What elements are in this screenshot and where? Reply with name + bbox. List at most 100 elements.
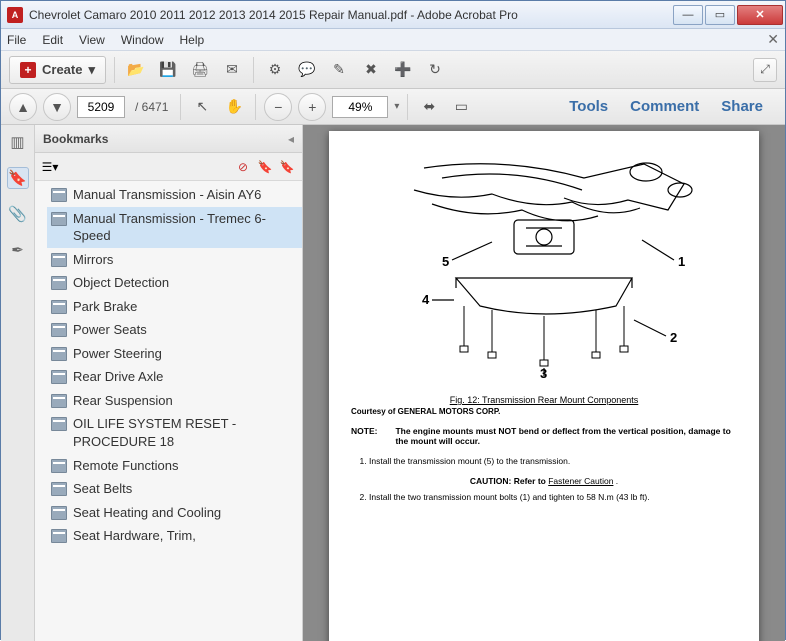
main-toolbar: + Create ▾ 📂 💾 🖨 ✉ ⚙ 💬 ✎ ✖ ➕ ↻ ⤢ — [1, 51, 785, 89]
menu-bar: File Edit View Window Help ✕ — [1, 29, 785, 51]
bookmarks-panel: Bookmarks ◂ ☰▾ ⊘ 🔖 🔖 Manual Transmission… — [35, 125, 303, 641]
bookmark-item[interactable]: Seat Hardware, Trim, — [47, 524, 302, 548]
bookmark-page-icon — [51, 506, 67, 520]
gear-icon[interactable]: ⚙ — [262, 57, 288, 83]
callout-5: 5 — [442, 254, 449, 269]
page-number-input[interactable] — [77, 96, 125, 118]
bookmark-item[interactable]: Rear Drive Axle — [47, 365, 302, 389]
bookmark-item[interactable]: Object Detection — [47, 271, 302, 295]
bookmark-item[interactable]: Power Steering — [47, 342, 302, 366]
bookmarks-list: Manual Transmission - Aisin AY6 Manual Tr… — [35, 181, 302, 641]
bookmark-item[interactable]: Manual Transmission - Aisin AY6 — [47, 183, 302, 207]
figure-diagram: 1 2 3 4 5 — [351, 145, 737, 385]
separator — [180, 94, 181, 120]
comment-link[interactable]: Comment — [630, 98, 699, 115]
menu-window[interactable]: Window — [121, 33, 164, 47]
menu-help[interactable]: Help — [180, 33, 205, 47]
menu-view[interactable]: View — [79, 33, 105, 47]
bookmark-page-icon — [51, 459, 67, 473]
bookmark-options-icon[interactable]: ☰▾ — [41, 158, 59, 176]
main-area: ▥ 🔖 📎 ✒ Bookmarks ◂ ☰▾ ⊘ 🔖 🔖 Manual Tran… — [1, 125, 785, 641]
bookmark-label: Seat Belts — [73, 480, 132, 498]
signatures-icon[interactable]: ✒ — [7, 239, 29, 261]
create-plus-icon: + — [20, 62, 36, 78]
mail-icon[interactable]: ✉ — [219, 57, 245, 83]
bookmarks-toolbar: ☰▾ ⊘ 🔖 🔖 — [35, 153, 302, 181]
delete-page-icon[interactable]: ✖ — [358, 57, 384, 83]
separator — [407, 94, 408, 120]
page-down-button[interactable]: ▼ — [43, 93, 71, 121]
new-bookmark-icon[interactable]: 🔖 — [256, 158, 274, 176]
share-link[interactable]: Share — [721, 98, 763, 115]
collapse-panel-icon[interactable]: ◂ — [288, 132, 294, 146]
callout-4: 4 — [422, 292, 430, 307]
document-viewport[interactable]: 1 2 3 4 5 Fig. 12: Transmission Rear Mou… — [303, 125, 785, 641]
window-buttons: — ▭ ✕ — [671, 5, 783, 25]
hand-tool-icon[interactable]: ✋ — [221, 94, 247, 120]
bookmark-item[interactable]: Remote Functions — [47, 454, 302, 478]
thumbnails-icon[interactable]: ▥ — [7, 131, 29, 153]
rotate-icon[interactable]: ↻ — [422, 57, 448, 83]
bookmark-item[interactable]: OIL LIFE SYSTEM RESET - PROCEDURE 18 — [47, 412, 302, 453]
bookmark-label: OIL LIFE SYSTEM RESET - PROCEDURE 18 — [73, 415, 296, 450]
highlight-icon[interactable]: ✎ — [326, 57, 352, 83]
caution-line: CAUTION: Refer to Fastener Caution . — [351, 476, 737, 486]
page-up-button[interactable]: ▲ — [9, 93, 37, 121]
tools-link[interactable]: Tools — [569, 98, 608, 115]
zoom-in-button[interactable]: + — [298, 93, 326, 121]
nav-icon-column: ▥ 🔖 📎 ✒ — [1, 125, 35, 641]
menu-close-doc-icon[interactable]: ✕ — [767, 31, 779, 48]
bookmark-item[interactable]: Power Seats — [47, 318, 302, 342]
insert-page-icon[interactable]: ➕ — [390, 57, 416, 83]
app-icon: A — [7, 7, 23, 23]
attachments-icon[interactable]: 📎 — [7, 203, 29, 225]
create-button[interactable]: + Create ▾ — [9, 56, 106, 84]
transmission-diagram-svg: 1 2 3 4 5 — [384, 150, 704, 380]
bookmark-page-icon — [51, 394, 67, 408]
close-button[interactable]: ✕ — [737, 5, 783, 25]
window-title: Chevrolet Camaro 2010 2011 2012 2013 201… — [29, 8, 671, 22]
delete-bookmark-icon[interactable]: ⊘ — [234, 158, 252, 176]
bookmarks-icon[interactable]: 🔖 — [7, 167, 29, 189]
open-icon[interactable]: 📂 — [123, 57, 149, 83]
zoom-out-button[interactable]: − — [264, 93, 292, 121]
reading-mode-icon[interactable]: ⤢ — [753, 58, 777, 82]
bookmark-item[interactable]: Mirrors — [47, 248, 302, 272]
bookmark-page-icon — [51, 276, 67, 290]
bookmark-page-icon — [51, 323, 67, 337]
maximize-button[interactable]: ▭ — [705, 5, 735, 25]
bookmark-page-icon — [51, 417, 67, 431]
bookmark-label: Manual Transmission - Tremec 6-Speed — [73, 210, 296, 245]
bookmarks-header: Bookmarks ◂ — [35, 125, 302, 153]
fit-width-icon[interactable]: ⬌ — [416, 94, 442, 120]
window-titlebar: A Chevrolet Camaro 2010 2011 2012 2013 2… — [1, 1, 785, 29]
bookmark-item[interactable]: Seat Belts — [47, 477, 302, 501]
bookmark-item[interactable]: Park Brake — [47, 295, 302, 319]
sticky-note-icon[interactable]: 💬 — [294, 57, 320, 83]
bookmark-label: Power Seats — [73, 321, 147, 339]
select-tool-icon[interactable]: ↖ — [189, 94, 215, 120]
bookmark-item[interactable]: Rear Suspension — [47, 389, 302, 413]
step-1: Install the transmission mount (5) to th… — [369, 456, 737, 466]
zoom-input[interactable] — [332, 96, 388, 118]
bookmark-page-icon — [51, 529, 67, 543]
save-icon[interactable]: 💾 — [155, 57, 181, 83]
bookmark-label: Manual Transmission - Aisin AY6 — [73, 186, 261, 204]
bookmark-page-icon — [51, 482, 67, 496]
bookmark-label: Rear Drive Axle — [73, 368, 163, 386]
fit-page-icon[interactable]: ▭ — [448, 94, 474, 120]
new-bookmark-from-icon[interactable]: 🔖 — [278, 158, 296, 176]
bookmark-label: Seat Hardware, Trim, — [73, 527, 196, 545]
pdf-page: 1 2 3 4 5 Fig. 12: Transmission Rear Mou… — [329, 131, 759, 641]
bookmark-item[interactable]: Seat Heating and Cooling — [47, 501, 302, 525]
steps-list: Install the transmission mount (5) to th… — [351, 456, 737, 466]
bookmark-item[interactable]: Manual Transmission - Tremec 6-Speed — [47, 207, 302, 248]
callout-2: 2 — [670, 330, 677, 345]
zoom-caret-icon[interactable]: ▾ — [394, 101, 399, 112]
bookmark-page-icon — [51, 300, 67, 314]
menu-edit[interactable]: Edit — [42, 33, 63, 47]
minimize-button[interactable]: — — [673, 5, 703, 25]
menu-file[interactable]: File — [7, 33, 26, 47]
figure-caption: Fig. 12: Transmission Rear Mount Compone… — [351, 395, 737, 405]
print-icon[interactable]: 🖨 — [187, 57, 213, 83]
